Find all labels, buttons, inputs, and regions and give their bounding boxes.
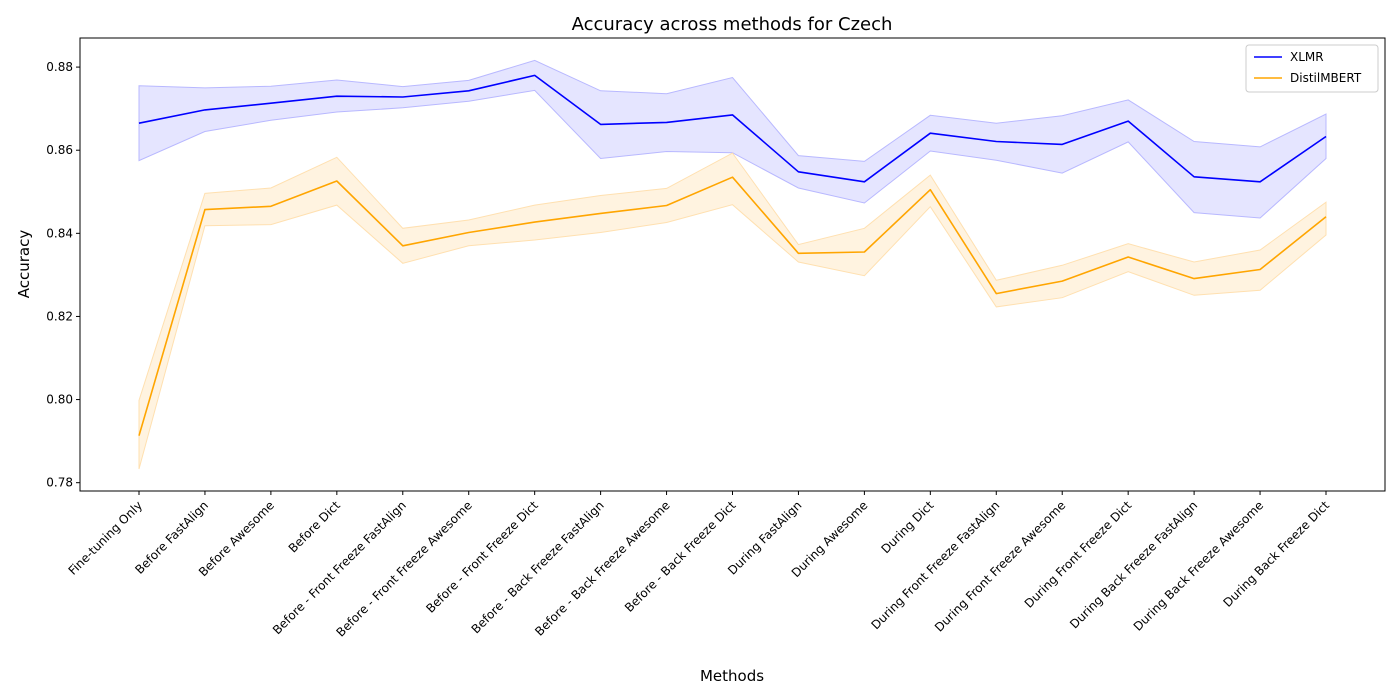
x-tick-label: Before - Back Freeze FastAlign <box>469 498 607 636</box>
y-axis-label: Accuracy <box>15 230 33 299</box>
x-tick-label: Before - Front Freeze Awesome <box>333 498 474 639</box>
x-tick-label: During Dict <box>878 498 936 556</box>
x-tick-label: During Front Freeze Awesome <box>932 498 1068 634</box>
y-tick-label: 0.80 <box>46 393 73 407</box>
x-tick-label: Before - Front Freeze Dict <box>423 498 541 616</box>
confidence-bands <box>138 59 1327 470</box>
x-tick-label: Before - Back Freeze Awesome <box>532 498 672 638</box>
line-distilmbert <box>138 176 1327 436</box>
y-axis-ticks: 0.78 0.80 0.82 0.84 0.86 0.88 <box>46 60 80 490</box>
line-xlmr <box>138 74 1327 183</box>
y-tick-label: 0.88 <box>46 60 73 74</box>
legend-label-distilmbert: DistilMBERT <box>1290 71 1362 85</box>
y-tick-label: 0.84 <box>46 226 73 240</box>
legend: XLMR DistilMBERT <box>1245 44 1379 93</box>
x-tick-label: During Back Freeze Awesome <box>1131 498 1267 634</box>
x-tick-label: During Front Freeze Dict <box>1022 498 1135 611</box>
band-distilmbert <box>138 152 1327 470</box>
legend-label-xlmr: XLMR <box>1290 50 1324 64</box>
y-tick-label: 0.86 <box>46 143 73 157</box>
y-tick-label: 0.78 <box>46 476 73 490</box>
x-tick-label: During Front Freeze FastAlign <box>868 498 1002 632</box>
x-tick-label: During Back Freeze Dict <box>1220 498 1332 610</box>
x-tick-label: Before - Front Freeze FastAlign <box>270 498 409 637</box>
x-tick-label: Before Dict <box>286 498 343 555</box>
chart-title: Accuracy across methods for Czech <box>572 14 893 35</box>
x-tick-label: Before - Back Freeze Dict <box>622 498 739 615</box>
series-lines <box>138 74 1327 436</box>
band-xlmr <box>138 59 1327 219</box>
x-tick-label: During Back Freeze FastAlign <box>1067 498 1200 631</box>
y-tick-label: 0.82 <box>46 309 73 323</box>
x-axis-label: Methods <box>700 667 764 685</box>
